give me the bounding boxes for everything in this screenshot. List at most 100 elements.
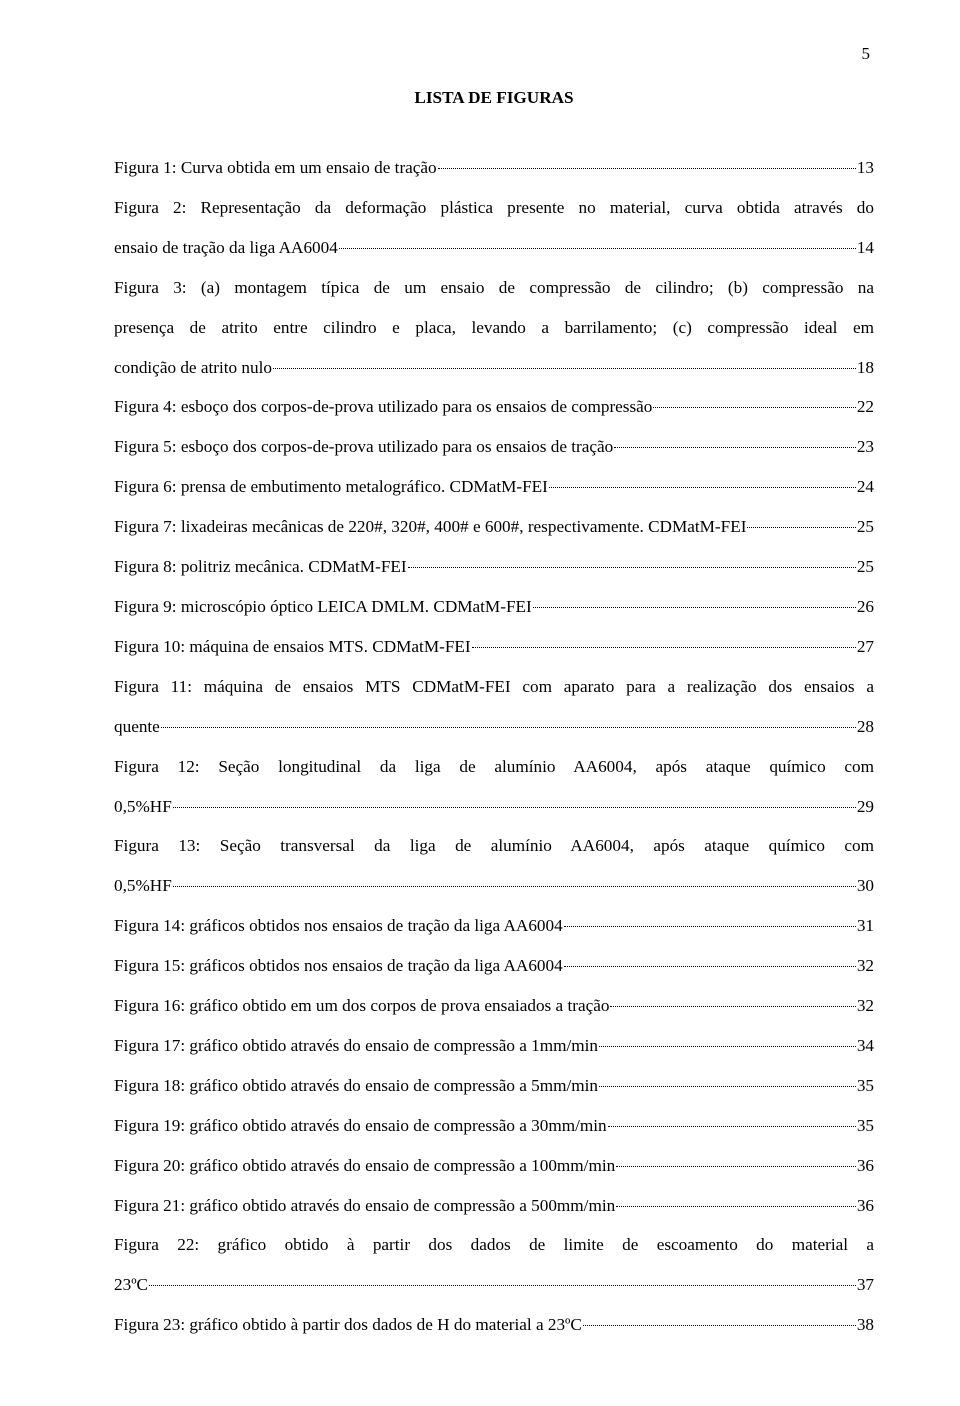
figure-entry-text: Figura 17: gráfico obtido através do ens… [114,1026,598,1066]
leader-dots [149,1269,856,1286]
figure-entry: Figura 6: prensa de embutimento metalogr… [114,467,874,507]
leader-dots [747,511,855,528]
leader-dots [616,1149,856,1166]
figure-entry-text: Figura 15: gráficos obtidos nos ensaios … [114,946,563,986]
figure-entry-page: 38 [857,1305,874,1345]
figure-entry: Figura 1: Curva obtida em um ensaio de t… [114,148,874,188]
figure-entry: Figura 5: esboço dos corpos-de-prova uti… [114,427,874,467]
figure-entry-text: Figura 11: máquina de ensaios MTS CDMatM… [114,667,874,707]
figure-entry-text: Figura 13: Seção transversal da liga de … [114,826,874,866]
leader-dots [608,1110,856,1127]
figure-entry-page: 22 [857,387,874,427]
figure-entry-page: 36 [857,1186,874,1226]
figure-entry: 0,5%HF 29 [114,787,874,827]
figure-entry-page: 29 [857,787,874,827]
figure-entry-text: ensaio de tração da liga AA6004 [114,228,338,268]
figure-entry: Figura 16: gráfico obtido em um dos corp… [114,986,874,1026]
figure-entry-page: 18 [857,348,874,388]
leader-dots [339,232,856,249]
figure-entry-text: 0,5%HF [114,866,172,906]
figure-entry-text: Figura 20: gráfico obtido através do ens… [114,1146,615,1186]
figure-entry: Figura 21: gráfico obtido através do ens… [114,1186,874,1226]
page-number: 5 [862,44,871,64]
figure-entry-page: 31 [857,906,874,946]
figure-entry-page: 25 [857,507,874,547]
leader-dots [614,431,856,448]
leader-dots [472,631,856,648]
figure-entry-text: Figura 19: gráfico obtido através do ens… [114,1106,607,1146]
figure-entry-text: Figura 23: gráfico obtido à partir dos d… [114,1305,582,1345]
figure-entry: Figura 15: gráficos obtidos nos ensaios … [114,946,874,986]
figure-entry-text: Figura 16: gráfico obtido em um dos corp… [114,986,609,1026]
leader-dots [599,1030,856,1047]
figure-entry-text: Figura 4: esboço dos corpos-de-prova uti… [114,387,652,427]
leader-dots [438,152,856,169]
figure-entry-text: Figura 18: gráfico obtido através do ens… [114,1066,598,1106]
figure-entry-text: Figura 10: máquina de ensaios MTS. CDMat… [114,627,471,667]
figure-entry-page: 37 [857,1265,874,1305]
figure-entry-text: Figura 6: prensa de embutimento metalogr… [114,467,548,507]
figure-entry: quente 28 [114,707,874,747]
leader-dots [273,351,856,368]
figure-entry-text: Figura 22: gráfico obtido à partir dos d… [114,1225,874,1265]
figure-entry-page: 32 [857,946,874,986]
figure-entry-page: 28 [857,707,874,747]
list-of-figures-title: LISTA DE FIGURAS [114,88,874,108]
figure-entry: Figura 8: politriz mecânica. CDMatM-FEI2… [114,547,874,587]
figure-entry-text: Figura 1: Curva obtida em um ensaio de t… [114,148,437,188]
leader-dots [408,551,856,568]
leader-dots [583,1309,856,1326]
figure-entry: Figura 18: gráfico obtido através do ens… [114,1066,874,1106]
figure-entry-page: 30 [857,866,874,906]
figure-entry: Figura 9: microscópio óptico LEICA DMLM.… [114,587,874,627]
leader-dots [173,870,856,887]
figure-entry-page: 35 [857,1106,874,1146]
leader-dots [173,790,856,807]
figure-entry-page: 27 [857,627,874,667]
leader-dots [564,950,856,967]
figure-entry-text: Figura 21: gráfico obtido através do ens… [114,1186,615,1226]
figure-entry: Figura 19: gráfico obtido através do ens… [114,1106,874,1146]
figure-entry: Figura 14: gráficos obtidos nos ensaios … [114,906,874,946]
figure-entry-text: 23ºC [114,1265,148,1305]
figure-entry: Figura 7: lixadeiras mecânicas de 220#, … [114,507,874,547]
figure-entry: Figura 17: gráfico obtido através do ens… [114,1026,874,1066]
figure-entry-page: 36 [857,1146,874,1186]
leader-dots [564,910,856,927]
figure-entry-page: 26 [857,587,874,627]
figure-entry-page: 34 [857,1026,874,1066]
leader-dots [653,391,855,408]
figure-entry: 23ºC 37 [114,1265,874,1305]
figure-entry: Figura 23: gráfico obtido à partir dos d… [114,1305,874,1345]
leader-dots [549,471,856,488]
figures-list: Figura 1: Curva obtida em um ensaio de t… [114,148,874,1345]
figure-entry-text: Figura 5: esboço dos corpos-de-prova uti… [114,427,613,467]
figure-entry-text: Figura 12: Seção longitudinal da liga de… [114,747,874,787]
figure-entry-page: 35 [857,1066,874,1106]
figure-entry-text: Figura 14: gráficos obtidos nos ensaios … [114,906,563,946]
figure-entry-text: Figura 2: Representação da deformação pl… [114,188,874,228]
figure-entry-text: presença de atrito entre cilindro e plac… [114,308,874,348]
figure-entry-page: 14 [857,228,874,268]
figure-entry: Figura 10: máquina de ensaios MTS. CDMat… [114,627,874,667]
figure-entry: Figura 20: gráfico obtido através do ens… [114,1146,874,1186]
figure-entry-page: 24 [857,467,874,507]
figure-entry: Figura 4: esboço dos corpos-de-prova uti… [114,387,874,427]
figure-entry-page: 13 [857,148,874,188]
figure-entry-text: quente [114,707,160,747]
figure-entry-text: Figura 9: microscópio óptico LEICA DMLM.… [114,587,532,627]
leader-dots [599,1070,856,1087]
figure-entry-page: 32 [857,986,874,1026]
leader-dots [161,711,856,728]
figure-entry-text: condição de atrito nulo [114,348,272,388]
figure-entry-page: 23 [857,427,874,467]
leader-dots [616,1189,856,1206]
figure-entry-page: 25 [857,547,874,587]
document-page: 5 LISTA DE FIGURAS Figura 1: Curva obtid… [0,0,960,1405]
leader-dots [533,591,856,608]
figure-entry-text: Figura 7: lixadeiras mecânicas de 220#, … [114,507,746,547]
figure-entry: condição de atrito nulo 18 [114,348,874,388]
figure-entry: ensaio de tração da liga AA6004 14 [114,228,874,268]
figure-entry-text: Figura 3: (a) montagem típica de um ensa… [114,268,874,308]
figure-entry-text: 0,5%HF [114,787,172,827]
